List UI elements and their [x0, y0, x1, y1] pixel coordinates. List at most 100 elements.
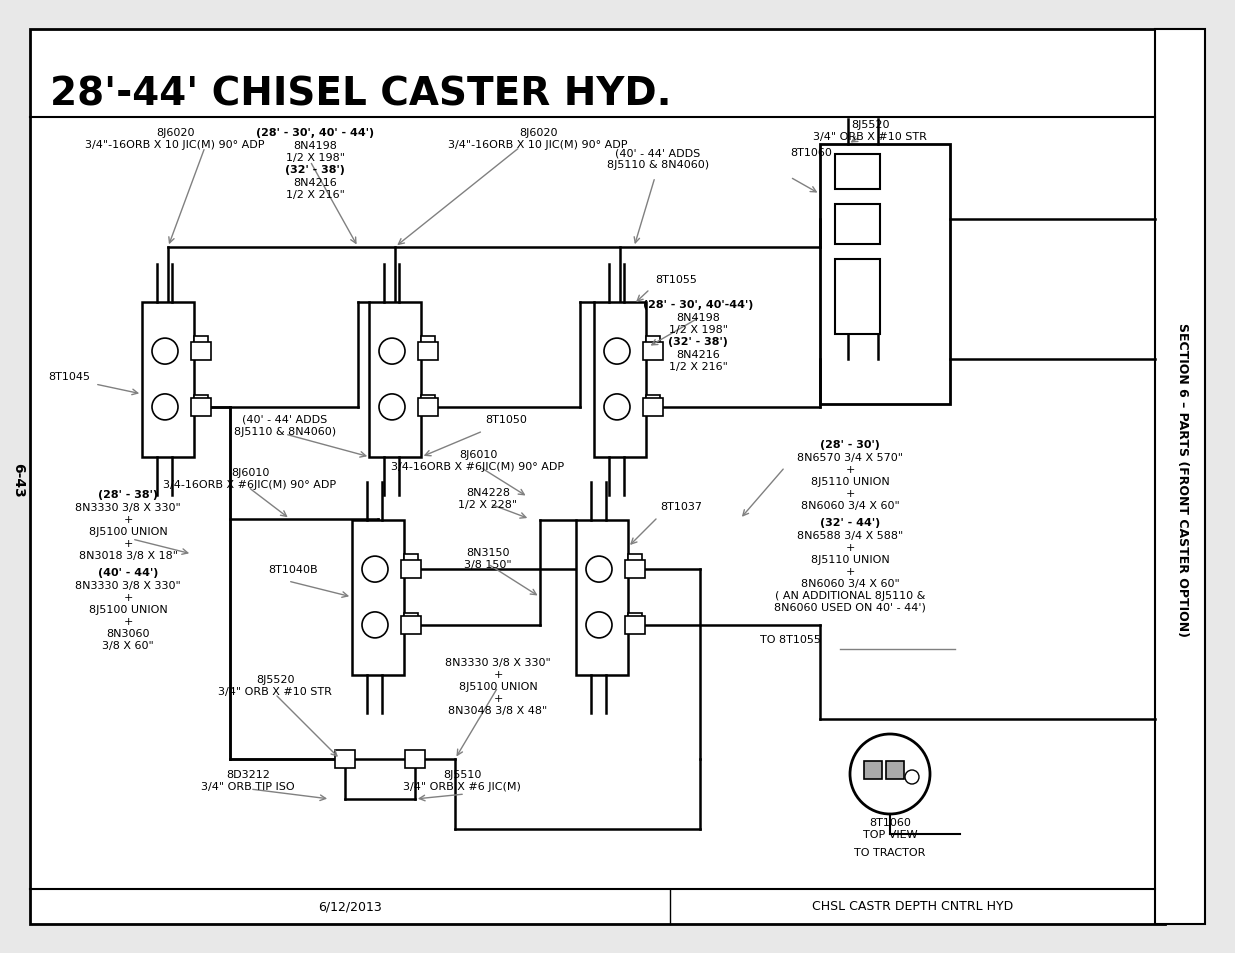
Text: +: + [845, 489, 855, 498]
Text: 3/4"-16ORB X 10 JIC(M) 90° ADP: 3/4"-16ORB X 10 JIC(M) 90° ADP [448, 140, 627, 150]
Text: 1/2 X 216": 1/2 X 216" [285, 190, 345, 200]
Bar [191, 343, 211, 361]
Text: 8J5520: 8J5520 [256, 675, 294, 684]
Bar [820, 145, 950, 405]
Text: 8N3330 3/8 X 330": 8N3330 3/8 X 330" [75, 502, 180, 513]
Text: 3/4"-16ORB X 10 JIC(M) 90° ADP: 3/4"-16ORB X 10 JIC(M) 90° ADP [85, 140, 264, 150]
Bar [629, 613, 642, 631]
Text: (28' - 30', 40'-44'): (28' - 30', 40'-44') [642, 299, 753, 310]
Text: 3/4" ORB X #6 JIC(M): 3/4" ORB X #6 JIC(M) [403, 781, 521, 791]
Text: 3/4" ORB X #10 STR: 3/4" ORB X #10 STR [813, 132, 927, 142]
Bar [643, 343, 663, 361]
Text: +: + [845, 542, 855, 553]
Text: 8J5110 UNION: 8J5110 UNION [810, 476, 889, 486]
Circle shape [152, 395, 178, 420]
Text: 8N4216: 8N4216 [293, 178, 337, 188]
Text: 8J5100 UNION: 8J5100 UNION [89, 604, 168, 615]
Bar [194, 336, 207, 355]
Bar [646, 395, 659, 413]
Bar [1155, 30, 1205, 924]
Circle shape [604, 395, 630, 420]
Text: 8J5100 UNION: 8J5100 UNION [89, 526, 168, 537]
Bar [404, 554, 417, 572]
Text: 6-43: 6-43 [11, 462, 25, 497]
Text: 8N4216: 8N4216 [676, 350, 720, 359]
Text: +: + [493, 693, 503, 703]
Circle shape [585, 557, 613, 582]
Text: 8T1060: 8T1060 [869, 817, 911, 827]
Bar [885, 761, 904, 780]
Text: 8J6010: 8J6010 [231, 468, 269, 477]
Text: 8J5110 & 8N4060): 8J5110 & 8N4060) [233, 427, 336, 436]
Text: 3/4" ORB X #10 STR: 3/4" ORB X #10 STR [219, 686, 332, 697]
Text: 8J5110 UNION: 8J5110 UNION [810, 555, 889, 564]
Circle shape [152, 338, 178, 365]
Bar [646, 336, 659, 355]
Text: 8J5100 UNION: 8J5100 UNION [458, 681, 537, 691]
Text: 8N6060 3/4 X 60": 8N6060 3/4 X 60" [800, 500, 899, 511]
Text: 8T1060: 8T1060 [790, 148, 832, 158]
Text: 1/2 X 198": 1/2 X 198" [285, 152, 345, 163]
Text: 8T1055: 8T1055 [655, 274, 697, 285]
Circle shape [379, 338, 405, 365]
Text: 1/2 X 228": 1/2 X 228" [458, 499, 517, 510]
Text: 3/4" ORB TIP ISO: 3/4" ORB TIP ISO [201, 781, 295, 791]
Text: TOP VIEW: TOP VIEW [863, 829, 918, 840]
Text: 8J6020: 8J6020 [519, 128, 557, 138]
Text: 8N4198: 8N4198 [293, 141, 337, 151]
Bar [404, 613, 417, 631]
Text: (32' - 38'): (32' - 38') [668, 336, 727, 347]
Text: TO 8T1055: TO 8T1055 [760, 635, 821, 644]
Text: SECTION 6 – PARTS (FRONT CASTER OPTION): SECTION 6 – PARTS (FRONT CASTER OPTION) [1176, 323, 1188, 637]
Text: 8N4198: 8N4198 [676, 313, 720, 323]
Circle shape [905, 770, 919, 784]
Text: ( AN ADDITIONAL 8J5110 &: ( AN ADDITIONAL 8J5110 & [774, 590, 925, 600]
Text: 8J6010: 8J6010 [459, 450, 498, 459]
Circle shape [604, 338, 630, 365]
Bar [369, 302, 421, 457]
Bar [835, 205, 881, 245]
Bar [835, 260, 881, 335]
Bar [405, 750, 425, 768]
Text: +: + [124, 538, 132, 548]
Text: (28' - 30', 40' - 44'): (28' - 30', 40' - 44') [256, 128, 374, 138]
Text: (28' - 30'): (28' - 30') [820, 439, 879, 450]
Text: +: + [124, 515, 132, 524]
Text: 1/2 X 198": 1/2 X 198" [668, 325, 727, 335]
Bar [835, 154, 881, 190]
Text: (40' - 44' ADDS: (40' - 44' ADDS [242, 415, 327, 424]
Bar [191, 398, 211, 416]
Text: 8T1050: 8T1050 [485, 415, 527, 424]
Circle shape [362, 557, 388, 582]
Text: 8N3150: 8N3150 [467, 547, 510, 558]
Text: 8N4228: 8N4228 [466, 488, 510, 497]
Text: 8N3048 3/8 X 48": 8N3048 3/8 X 48" [448, 705, 547, 716]
Text: 8T1045: 8T1045 [48, 372, 90, 381]
Text: (32' - 38'): (32' - 38') [285, 165, 345, 174]
Text: (32' - 44'): (32' - 44') [820, 517, 881, 527]
Text: 8N6588 3/4 X 588": 8N6588 3/4 X 588" [797, 531, 903, 540]
Bar [629, 554, 642, 572]
Bar [142, 302, 194, 457]
Text: 1/2 X 216": 1/2 X 216" [668, 361, 727, 372]
Bar [421, 336, 435, 355]
Bar [643, 398, 663, 416]
Bar [352, 520, 404, 675]
Text: 3/8 X 60": 3/8 X 60" [103, 640, 154, 650]
Text: (40' - 44'): (40' - 44') [98, 567, 158, 578]
Circle shape [585, 612, 613, 639]
Text: 3/4-16ORB X #6JIC(M) 90° ADP: 3/4-16ORB X #6JIC(M) 90° ADP [163, 479, 337, 490]
Bar [194, 395, 207, 413]
Text: 8N6060 3/4 X 60": 8N6060 3/4 X 60" [800, 578, 899, 588]
Text: 3/4-16ORB X #6JIC(M) 90° ADP: 3/4-16ORB X #6JIC(M) 90° ADP [391, 461, 564, 472]
Bar [864, 761, 882, 780]
Circle shape [850, 734, 930, 814]
Text: +: + [845, 464, 855, 475]
Text: 8T1040B: 8T1040B [268, 564, 317, 575]
Bar [625, 560, 645, 578]
Text: 8N6570 3/4 X 570": 8N6570 3/4 X 570" [797, 453, 903, 462]
Bar [421, 395, 435, 413]
Text: +: + [124, 593, 132, 602]
Text: 8N3330 3/8 X 330": 8N3330 3/8 X 330" [75, 580, 180, 590]
Bar [417, 343, 438, 361]
